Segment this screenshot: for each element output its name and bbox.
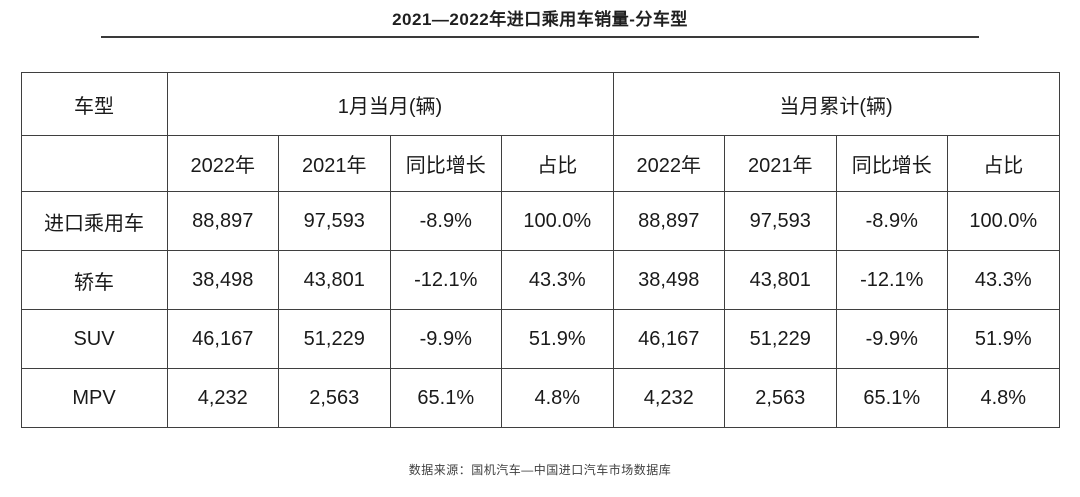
column-header-yoy-current: 同比增长 [389,135,502,192]
sub-header-row: 2022年 2021年 同比增长 占比 2022年 2021年 同比增长 占比 [20,135,1060,192]
table-cell-yoy: -12.1% [389,250,502,310]
table-row-mpv: MPV 4,232 2,563 65.1% 4.8% 4,232 2,563 6… [20,368,1060,428]
column-header-share-cumulative: 占比 [947,135,1060,192]
table-cell-yoy: -8.9% [835,191,948,251]
empty-corner-cell [20,135,168,192]
table-cell: 4.8% [501,368,614,428]
table-cell: 88,897 [612,191,725,251]
table-cell: 43.3% [947,250,1060,310]
table-cell: 46,167 [166,309,279,369]
table-cell: 2,563 [278,368,391,428]
table-cell-yoy: -8.9% [389,191,502,251]
row-label: SUV [20,309,168,369]
column-header-vehicle-type: 车型 [20,72,168,136]
table-row-suv: SUV 46,167 51,229 -9.9% 51.9% 46,167 51,… [20,309,1060,369]
column-header-share-current: 占比 [501,135,614,192]
data-source-caption: 数据来源：国机汽车—中国进口汽车市场数据库 [408,463,672,477]
table-cell: 51,229 [278,309,391,369]
table-cell: 46,167 [612,309,725,369]
group-header-month-cumulative: 当月累计(辆) [612,72,1060,136]
table-cell-yoy: 65.1% [389,368,502,428]
table-cell-yoy: -9.9% [389,309,502,369]
row-label: 进口乘用车 [20,191,168,251]
table-cell: 100.0% [947,191,1060,251]
column-header-2022-current: 2022年 [166,135,279,192]
table-cell: 38,498 [612,250,725,310]
table-cell: 97,593 [724,191,837,251]
table-cell: 100.0% [501,191,614,251]
table-cell: 51.9% [501,309,614,369]
table-cell: 38,498 [166,250,279,310]
table-cell: 4,232 [612,368,725,428]
table-cell: 51.9% [947,309,1060,369]
group-header-row: 车型 1月当月(辆) 当月累计(辆) [20,72,1060,136]
column-header-yoy-cumulative: 同比增长 [835,135,948,192]
row-label: 轿车 [20,250,168,310]
table-cell: 43.3% [501,250,614,310]
table-cell: 97,593 [278,191,391,251]
table-cell-yoy: -12.1% [835,250,948,310]
page-title: 2021—2022年进口乘用车销量-分车型 [392,10,688,29]
table-cell: 4.8% [947,368,1060,428]
table-cell: 88,897 [166,191,279,251]
table-cell: 43,801 [278,250,391,310]
table-cell-yoy: 65.1% [835,368,948,428]
import-car-sales-table: 车型 1月当月(辆) 当月累计(辆) 2022年 2021年 同比增长 占比 2… [20,72,1060,428]
table-cell: 51,229 [724,309,837,369]
title-underline-rule [101,36,979,38]
column-header-2022-cumulative: 2022年 [612,135,725,192]
column-header-2021-cumulative: 2021年 [724,135,837,192]
group-header-month-current: 1月当月(辆) [166,72,614,136]
table-cell: 43,801 [724,250,837,310]
table-cell-yoy: -9.9% [835,309,948,369]
row-label: MPV [20,368,168,428]
table-cell: 4,232 [166,368,279,428]
table-row-import-passenger-cars: 进口乘用车 88,897 97,593 -8.9% 100.0% 88,897 … [20,191,1060,251]
table-row-sedan: 轿车 38,498 43,801 -12.1% 43.3% 38,498 43,… [20,250,1060,310]
column-header-2021-current: 2021年 [278,135,391,192]
table-cell: 2,563 [724,368,837,428]
